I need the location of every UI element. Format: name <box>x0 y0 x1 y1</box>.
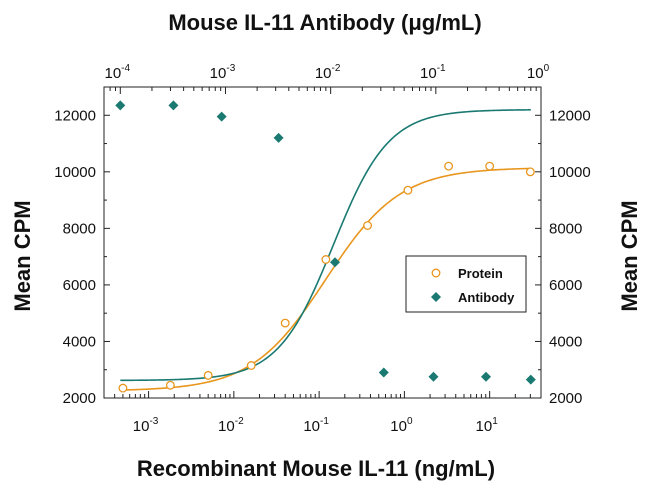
y-left-tick-label: 6000 <box>63 277 96 294</box>
ticks-layer: 10-3 10-2 10-1 100 101 10-4 10-3 10-2 10-1 100 200… <box>54 63 590 435</box>
y-left-tick-label: 2000 <box>63 390 96 407</box>
top-axis-title: Mouse IL-11 Antibody (μg/mL) <box>168 10 481 35</box>
x-bottom-tick-label: 10-2 <box>218 416 244 435</box>
data-point-antibody <box>428 371 439 382</box>
legend-marker-antibody <box>431 292 441 302</box>
y-left-tick-label: 12000 <box>54 107 96 124</box>
data-point-protein <box>403 185 413 195</box>
data-point-protein <box>280 318 290 328</box>
bottom-axis-title: Recombinant Mouse IL-11 (ng/mL) <box>137 456 495 481</box>
legend-markers <box>431 268 441 302</box>
legend: Protein Antibody <box>405 255 527 313</box>
legend-label-protein: Protein <box>458 266 503 281</box>
left-axis-title: Mean CPM <box>10 200 35 311</box>
fit-curve-protein <box>122 167 531 391</box>
data-point-antibody <box>329 257 340 268</box>
y-left-tick-label: 10000 <box>54 164 96 181</box>
legend-label-antibody: Antibody <box>458 290 515 305</box>
x-top-tick-label: 100 <box>527 63 550 82</box>
data-point-protein <box>203 370 213 380</box>
right-axis-title: Mean CPM <box>617 200 642 311</box>
data-point-antibody <box>115 100 126 111</box>
data-point-protein <box>525 167 535 177</box>
data-point-protein <box>444 161 454 171</box>
x-bottom-tick-label: 101 <box>476 416 499 435</box>
x-top-tick-label: 10-4 <box>104 63 130 82</box>
data-point-antibody <box>216 111 227 122</box>
data-point-antibody <box>481 371 492 382</box>
data-points <box>115 100 536 393</box>
data-point-protein <box>246 361 256 370</box>
y-left-tick-label: 8000 <box>63 220 96 237</box>
y-right-tick-label: 6000 <box>549 277 582 294</box>
data-point-antibody <box>273 132 284 143</box>
x-bottom-tick-label: 10-3 <box>133 416 159 435</box>
data-point-antibody <box>378 367 389 378</box>
y-right-tick-label: 8000 <box>549 220 582 237</box>
data-point-protein <box>485 161 495 171</box>
x-top-tick-label: 10-1 <box>420 63 446 82</box>
y-right-tick-label: 12000 <box>549 107 591 124</box>
legend-marker-protein <box>431 268 441 278</box>
y-left-tick-label: 4000 <box>63 333 96 350</box>
x-top-tick-label: 10-3 <box>210 63 236 82</box>
x-top-tick-label: 10-2 <box>315 63 341 82</box>
data-point-protein <box>165 380 175 390</box>
plot-frame <box>103 86 542 399</box>
data-point-protein <box>363 221 373 230</box>
legend-box <box>405 255 527 313</box>
fit-curve-antibody <box>120 109 531 382</box>
y-right-tick-label: 4000 <box>549 333 582 350</box>
y-right-tick-label: 2000 <box>549 390 582 407</box>
x-bottom-tick-label: 100 <box>390 416 413 435</box>
data-point-protein <box>118 383 128 393</box>
fit-curves <box>120 109 531 391</box>
data-point-protein <box>321 255 331 264</box>
data-point-antibody <box>525 374 536 385</box>
x-bottom-tick-label: 10-1 <box>303 416 329 435</box>
y-right-tick-label: 10000 <box>549 164 591 181</box>
data-point-antibody <box>168 100 179 111</box>
